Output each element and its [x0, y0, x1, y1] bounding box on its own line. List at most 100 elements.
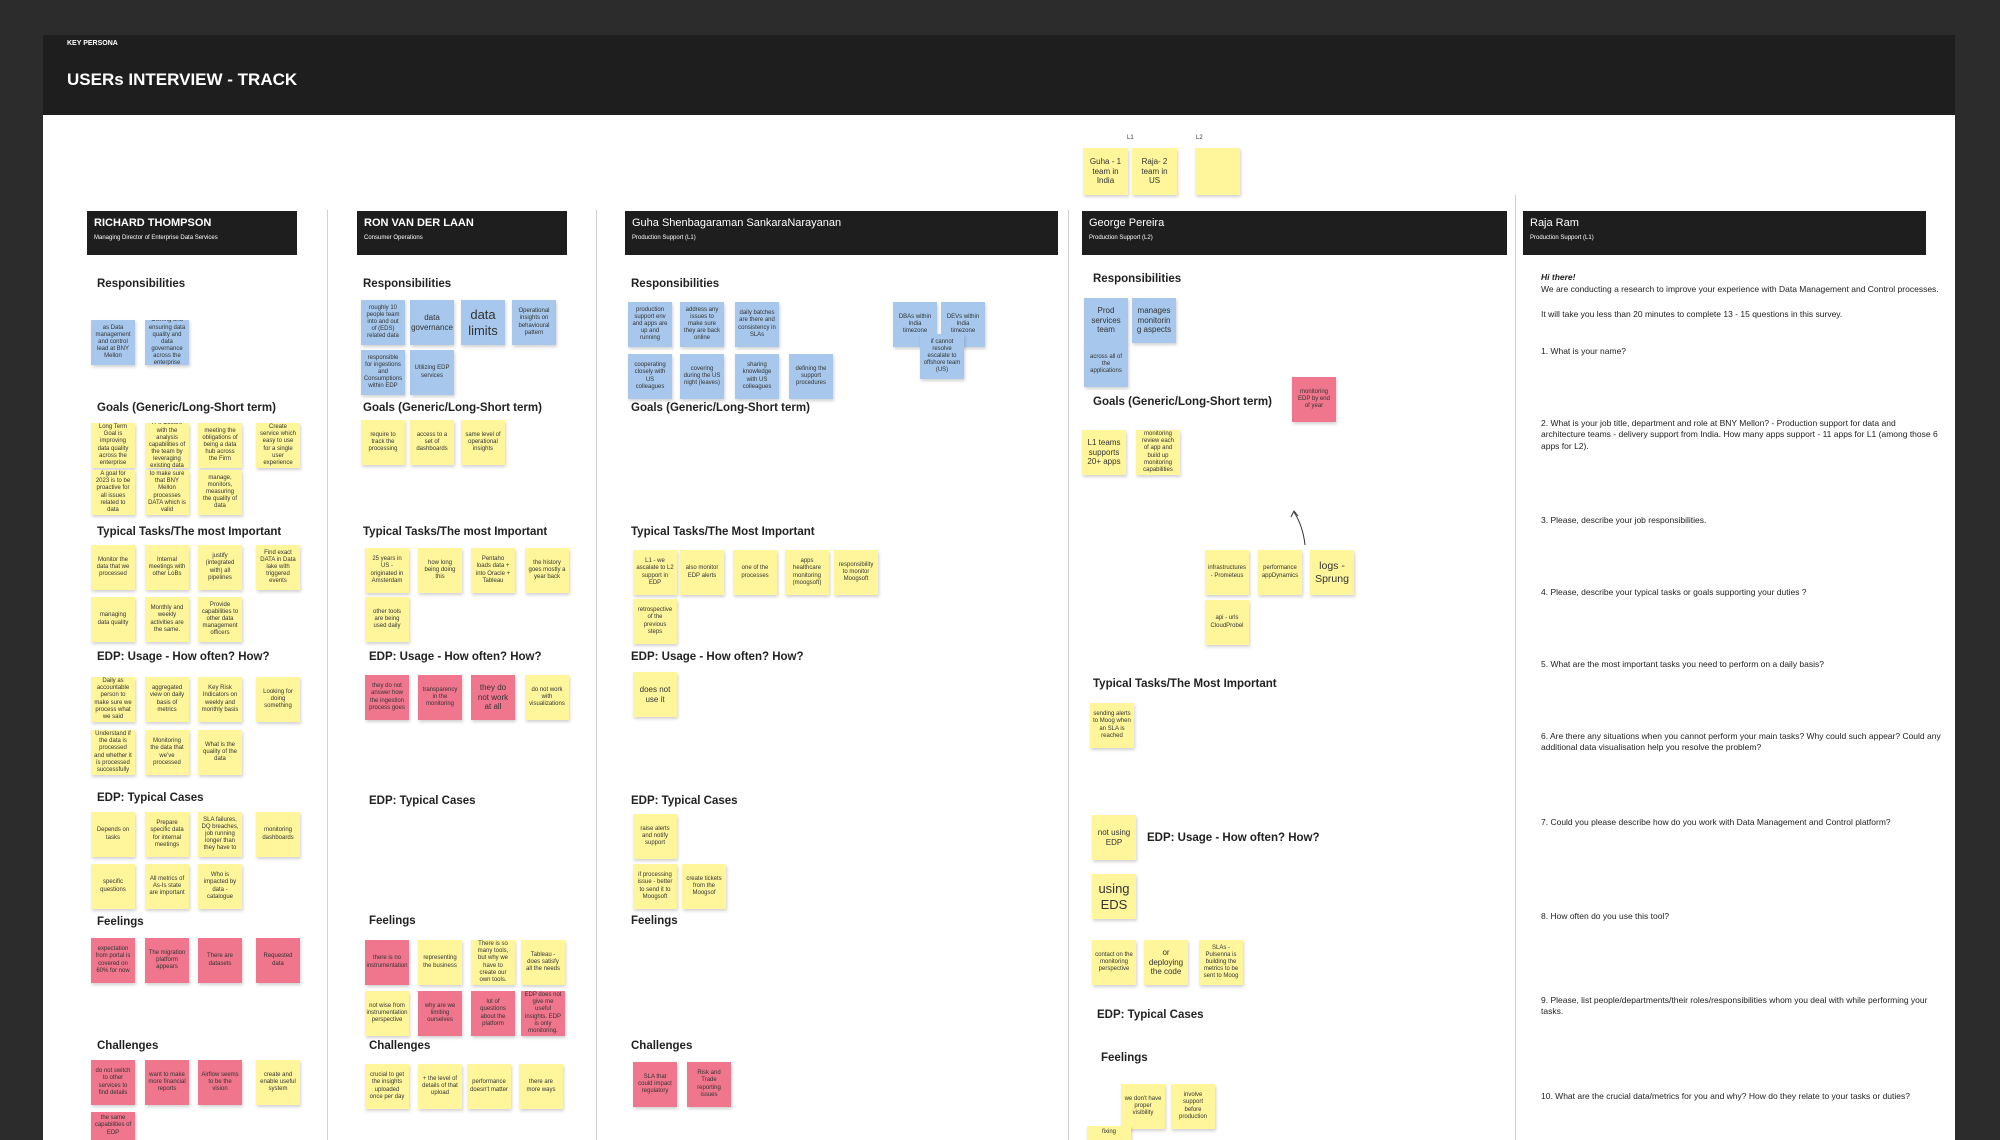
sticky-note[interactable]: do not work with visualizations	[525, 675, 569, 720]
sticky-note[interactable]: Provide capabilities to other data manag…	[198, 597, 242, 642]
sticky-note[interactable]: defining the support procedures	[789, 354, 833, 399]
sticky-note[interactable]: responsibility to monitor Moogsoft	[834, 550, 878, 595]
sticky-note[interactable]: L1 teams supports 20+ apps	[1082, 430, 1126, 475]
sticky-note[interactable]: SLAs - Pulsenna is building the metrics …	[1199, 940, 1243, 985]
sticky-note[interactable]: managing data quality	[91, 597, 135, 642]
sticky-note[interactable]: Daily as accountable person to make sure…	[91, 677, 135, 722]
sticky-note[interactable]: EDP does not give me useful insights. ED…	[521, 991, 565, 1036]
sticky-note[interactable]: also monitor EDP alerts	[680, 550, 724, 595]
sticky-note[interactable]: sharing knowledge with US colleagues	[735, 354, 779, 399]
sticky-note[interactable]: there are more ways	[519, 1064, 563, 1109]
sticky-note[interactable]: Monitor the data that we processed	[91, 545, 135, 590]
sticky-note[interactable]: responsible for ingestions and Consumpti…	[361, 350, 405, 395]
sticky-note[interactable]: covering during the US night (leaves)	[680, 354, 724, 399]
sticky-note[interactable]: lot of questions about the platform	[471, 991, 515, 1036]
sticky-note[interactable]: or deploying the code	[1144, 940, 1188, 985]
sticky-note[interactable]: Internal meetings with other LoBs	[145, 545, 189, 590]
sticky-note[interactable]: manage, monitors, measuring the quality …	[198, 470, 242, 515]
persona-header-george[interactable]: George Pereira Production Support (L2)	[1082, 211, 1507, 255]
sticky-note[interactable]: the same capabilities of EDP	[91, 1112, 135, 1140]
sticky-note[interactable]: 25 years in US - originated in Amsterdam	[365, 548, 409, 593]
sticky-note[interactable]: Long Term Goal is improving data quality…	[91, 423, 135, 468]
sticky-note[interactable]: using EDS	[1092, 874, 1136, 919]
sticky-note[interactable]: All metrics of As-Is state are important	[145, 864, 189, 909]
sticky-note[interactable]: monitoring EDP by end of year	[1292, 377, 1336, 422]
sticky-note[interactable]: transparency in the monitoring	[418, 675, 462, 720]
sticky-note[interactable]: monitoring review each of app and build …	[1136, 430, 1180, 475]
sticky-note[interactable]: cooperating closely with US colleagues	[628, 354, 672, 399]
persona-header-guha[interactable]: Guha Shenbagaraman SankaraNarayanan Prod…	[625, 211, 1058, 255]
sticky-note[interactable]: data governance	[410, 300, 454, 345]
persona-header-ron[interactable]: RON VAN DER LAAN Consumer Operations	[357, 211, 567, 255]
sticky-note[interactable]: not using EDP	[1092, 815, 1136, 860]
sticky-note[interactable]: performance appDynamics	[1258, 550, 1302, 595]
sticky-note[interactable]: data limits	[461, 300, 505, 345]
sticky-note[interactable]: how long being doing this	[418, 548, 462, 593]
sticky-note[interactable]: apps healthcare monitoring (moogsoft)	[785, 550, 829, 595]
sticky-note[interactable]: roughly 10 people team into and out of (…	[361, 300, 405, 345]
sticky-note[interactable]: manages monitorin g aspects	[1132, 298, 1176, 343]
sticky-note[interactable]: specific questions	[91, 864, 135, 909]
sticky-note[interactable]: crucial to get the insights uploaded onc…	[365, 1064, 409, 1109]
sticky-note[interactable]: infrastructures - Prometeus	[1205, 550, 1249, 595]
sticky-note[interactable]: monitoring dashboards	[256, 812, 300, 857]
persona-header-richard[interactable]: RICHARD THOMPSON Managing Director of En…	[87, 211, 297, 255]
sticky-note[interactable]: api - urls CloudProbel	[1205, 600, 1249, 645]
sticky-note[interactable]: do not switch to other services to find …	[91, 1060, 135, 1105]
sticky-note[interactable]: Requested data	[256, 938, 300, 983]
sticky-note[interactable]: Monitoring the data that we've processed	[145, 730, 189, 775]
sticky-note[interactable]: if processing issue - better to send it …	[633, 864, 677, 909]
sticky-note-empty[interactable]	[1195, 148, 1240, 195]
sticky-note[interactable]: Create service which easy to use for a s…	[256, 423, 300, 468]
sticky-note[interactable]: other tools are being used daily	[365, 597, 409, 642]
sticky-note[interactable]: one of the processes	[733, 550, 777, 595]
sticky-note[interactable]: Guha - 1 team in India	[1083, 148, 1128, 195]
sticky-note[interactable]: require to track the processing	[361, 420, 405, 465]
sticky-note[interactable]: aggregated view on daily basis of metric…	[145, 677, 189, 722]
sticky-note[interactable]: The migration platform appears	[145, 938, 189, 983]
sticky-note[interactable]: does not use it	[633, 672, 677, 717]
sticky-note[interactable]: as Data management and control lead at B…	[91, 320, 135, 365]
sticky-note[interactable]: Utilizing EDP services	[410, 350, 454, 395]
sticky-note[interactable]: Find exact DATA in Data lake with trigge…	[256, 545, 300, 590]
sticky-note[interactable]: across all of the applications	[1084, 342, 1128, 387]
sticky-note[interactable]: Key Risk Indicators on weekly and monthl…	[198, 677, 242, 722]
sticky-note[interactable]: justify (integrated with) all pipelines	[198, 545, 242, 590]
sticky-note[interactable]: production support env and apps are up a…	[628, 302, 672, 347]
sticky-note[interactable]: SLA failures, DQ breaches, job running l…	[198, 812, 242, 857]
sticky-note[interactable]: + the level of details of that upload	[418, 1064, 462, 1109]
persona-header-raja[interactable]: Raja Ram Production Support (L1)	[1523, 211, 1926, 255]
sticky-note[interactable]: they do not work at all	[471, 675, 515, 720]
sticky-note[interactable]: Risk and Trade reporting issues	[687, 1062, 731, 1107]
sticky-note[interactable]: access to a set of dashboards	[410, 420, 454, 465]
sticky-note[interactable]: Understand if the data is processed and …	[91, 730, 135, 775]
sticky-note[interactable]: Operational insights on behavioural patt…	[512, 300, 556, 345]
sticky-note[interactable]: retrospective of the previous steps	[633, 599, 677, 644]
sticky-note[interactable]: Prepare specific data for internal meeti…	[145, 812, 189, 857]
sticky-note[interactable]: if cannot resolve escalate to offshore t…	[920, 334, 964, 379]
sticky-note[interactable]: A goal for 2023 is to be proactive for a…	[91, 470, 135, 515]
sticky-note[interactable]: SLA that could impact regulatory	[633, 1062, 677, 1107]
sticky-note[interactable]: Depends on tasks	[91, 812, 135, 857]
sticky-note[interactable]: There is so many tools, but why we have …	[471, 940, 515, 985]
sticky-note[interactable]: Owning and ensuring data quality and dat…	[145, 320, 189, 365]
sticky-note[interactable]: they do not answer how the ingestion pro…	[365, 675, 409, 720]
sticky-note[interactable]: meeting the obligations of being a data …	[198, 423, 242, 468]
sticky-note[interactable]: daily batches are there and consistency …	[735, 302, 779, 347]
sticky-note[interactable]: raise alerts and notify support	[633, 814, 677, 859]
sticky-note[interactable]: IT's Culture with the analysis capabilit…	[145, 423, 189, 468]
sticky-note[interactable]: Airflow seems to be the vision	[198, 1060, 242, 1105]
sticky-note[interactable]: Raja- 2 team in US	[1132, 148, 1177, 195]
sticky-note[interactable]: to make sure that BNY Mellon processes D…	[145, 470, 189, 515]
sticky-note[interactable]: fixing	[1087, 1126, 1131, 1140]
sticky-note[interactable]: create tickets from the Moogsof	[682, 864, 726, 909]
sticky-note[interactable]: Tableau - does satisfy all the needs	[521, 940, 565, 985]
sticky-note[interactable]: create and enable useful system	[256, 1060, 300, 1105]
sticky-note[interactable]: same level of operational insights	[461, 420, 505, 465]
sticky-note[interactable]: involve support before production	[1171, 1084, 1215, 1129]
sticky-note[interactable]: performance doesn't matter	[467, 1064, 511, 1109]
sticky-note[interactable]: representing the business	[418, 940, 462, 985]
sticky-note[interactable]: Who is impacted by data - catalogue	[198, 864, 242, 909]
sticky-note[interactable]: Monthly and weekly activities are the sa…	[145, 597, 189, 642]
sticky-note[interactable]: Prod services team	[1084, 298, 1128, 343]
